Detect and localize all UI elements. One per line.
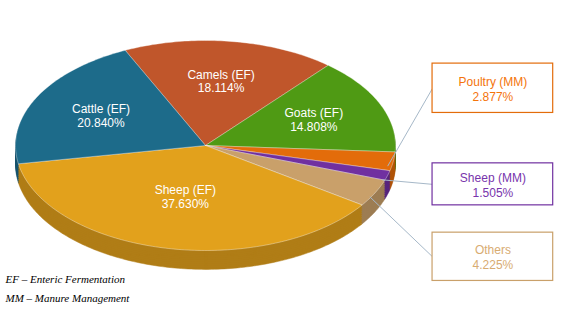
- svg-text:Poultry (MM)2.877%: Poultry (MM)2.877%: [459, 75, 528, 104]
- svg-text:MM – Manure Management: MM – Manure Management: [5, 292, 131, 304]
- svg-text:Sheep (MM)1.505%: Sheep (MM)1.505%: [460, 171, 526, 200]
- svg-text:Goats (EF)14.808%: Goats (EF)14.808%: [284, 106, 343, 134]
- svg-text:Others4.225%: Others4.225%: [473, 243, 514, 272]
- svg-text:Camels (EF)18.114%: Camels (EF)18.114%: [187, 67, 254, 95]
- svg-text:EF – Enteric Fermentation: EF – Enteric Fermentation: [5, 273, 126, 285]
- svg-text:Sheep (EF)37.630%: Sheep (EF)37.630%: [155, 183, 216, 211]
- svg-text:Cattle (EF)20.840%: Cattle (EF)20.840%: [72, 102, 130, 130]
